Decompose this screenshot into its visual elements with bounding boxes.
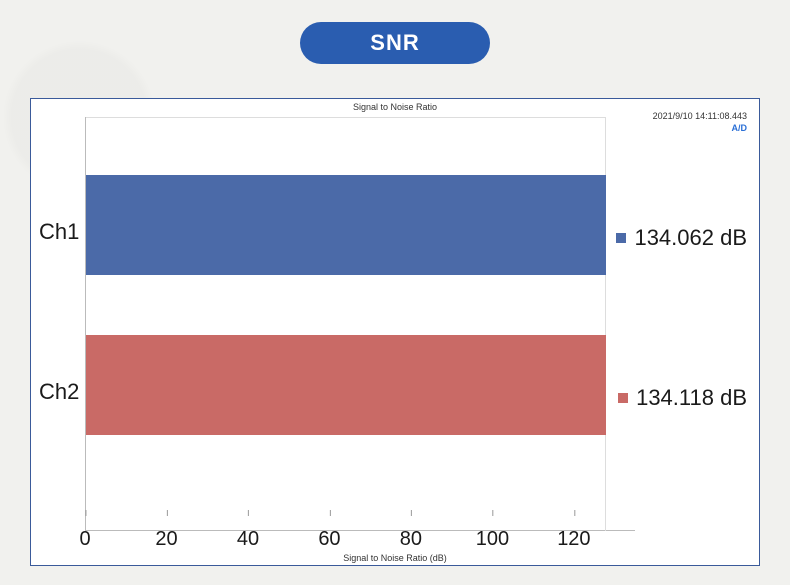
x-tick: 60 [318, 528, 340, 551]
plot-region [85, 117, 635, 531]
x-tick: 20 [155, 528, 177, 551]
chart-panel: Signal to Noise Ratio 2021/9/10 14:11:08… [30, 98, 760, 566]
x-tick: 0 [79, 528, 90, 551]
x-axis-title: Signal to Noise Ratio (dB) [31, 553, 759, 563]
legend-ch1: 134.062 dB [616, 225, 747, 251]
legend-value-ch2: 134.118 dB [636, 385, 747, 411]
chart-title: Signal to Noise Ratio [31, 102, 759, 112]
legend-swatch-ch1 [616, 233, 626, 243]
bar-ch1 [86, 175, 606, 275]
x-tick: 120 [557, 528, 590, 551]
x-tick: 80 [400, 528, 422, 551]
x-axis: 020406080100120 [85, 529, 635, 551]
header-pill: SNR [300, 22, 490, 64]
bar-ch2 [86, 335, 606, 435]
y-label-ch1: Ch1 [39, 219, 79, 245]
legend-ch2: 134.118 dB [618, 385, 747, 411]
legend-swatch-ch2 [618, 393, 628, 403]
chart-logo: A/D [732, 123, 748, 133]
legend-value-ch1: 134.062 dB [634, 225, 747, 251]
x-tick: 100 [476, 528, 509, 551]
chart-timestamp: 2021/9/10 14:11:08.443 [653, 111, 747, 121]
x-tick: 40 [237, 528, 259, 551]
y-label-ch2: Ch2 [39, 379, 79, 405]
